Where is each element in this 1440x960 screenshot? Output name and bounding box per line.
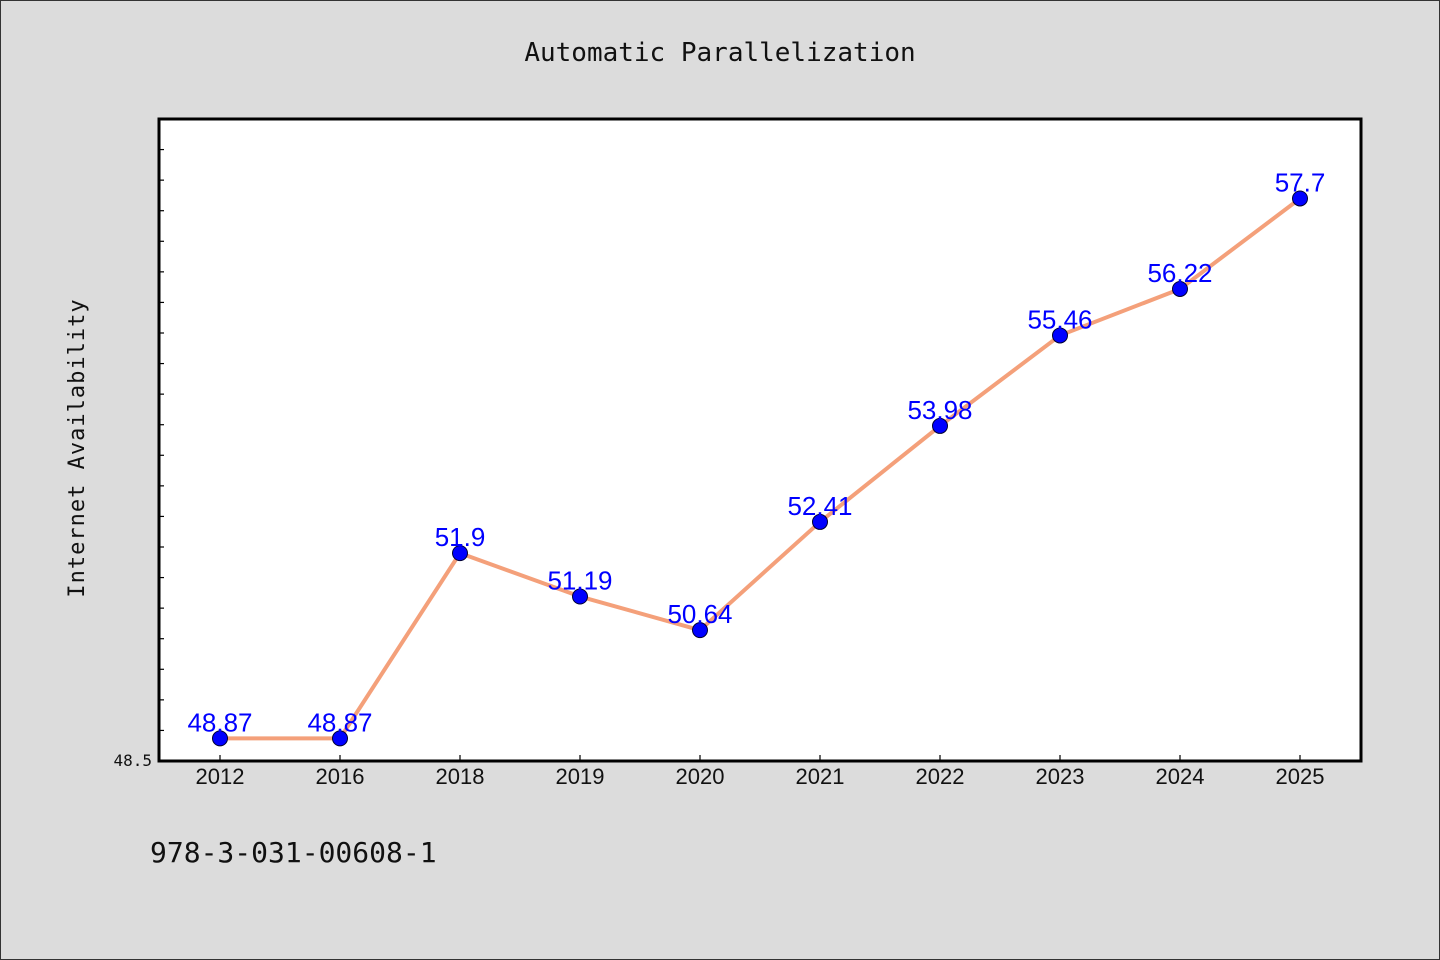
x-tick-label: 2016 xyxy=(316,764,365,789)
x-tick-label: 2018 xyxy=(436,764,485,789)
x-tick-label: 2025 xyxy=(1276,764,1325,789)
series-line xyxy=(218,196,1302,741)
data-label: 55.46 xyxy=(1027,304,1092,334)
x-tick-label: 2024 xyxy=(1156,764,1205,789)
data-point xyxy=(692,622,708,639)
data-label: 50.64 xyxy=(667,599,732,629)
data-point xyxy=(932,417,948,434)
chart-title: Automatic Parallelization xyxy=(524,38,915,68)
y-tick-label: 48.5 xyxy=(113,751,152,770)
x-tick-label: 2012 xyxy=(196,764,245,789)
data-label: 51.19 xyxy=(547,566,612,596)
x-tick-label: 2019 xyxy=(556,764,605,789)
x-tick-label: 2020 xyxy=(676,764,725,789)
data-point xyxy=(572,588,588,605)
data-label: 53.98 xyxy=(907,395,972,425)
data-label: 52.41 xyxy=(787,491,852,521)
data-label: 51.9 xyxy=(435,522,486,552)
y-axis-ticks xyxy=(159,148,164,732)
x-axis-ticks: 2012 2016 2018 2019 2020 2021 2022 2023 2024 2025 xyxy=(196,755,1325,789)
data-point xyxy=(1292,190,1308,207)
x-tick-label: 2023 xyxy=(1036,764,1085,789)
data-point xyxy=(452,545,468,562)
data-label: 48.87 xyxy=(187,707,252,737)
data-point xyxy=(1052,327,1068,344)
series-markers xyxy=(212,190,1308,747)
data-label: 48.87 xyxy=(307,707,372,737)
plot-area xyxy=(157,117,1363,763)
data-label: 57.7 xyxy=(1275,167,1326,197)
footer-isbn: 978-3-031-00608-1 xyxy=(150,836,437,869)
data-point xyxy=(332,730,348,747)
data-labels: 48.87 48.87 51.9 51.19 50.64 52.41 53.98 55.46 5… xyxy=(187,167,1325,737)
y-axis-label: Internet Availability xyxy=(65,298,90,597)
series-line-group xyxy=(218,196,1302,741)
data-label: 56.22 xyxy=(1147,258,1212,288)
x-tick-label: 2022 xyxy=(916,764,965,789)
data-point xyxy=(812,513,828,530)
x-tick-label: 2021 xyxy=(796,764,845,789)
data-point xyxy=(1172,280,1188,297)
data-point xyxy=(212,730,228,747)
